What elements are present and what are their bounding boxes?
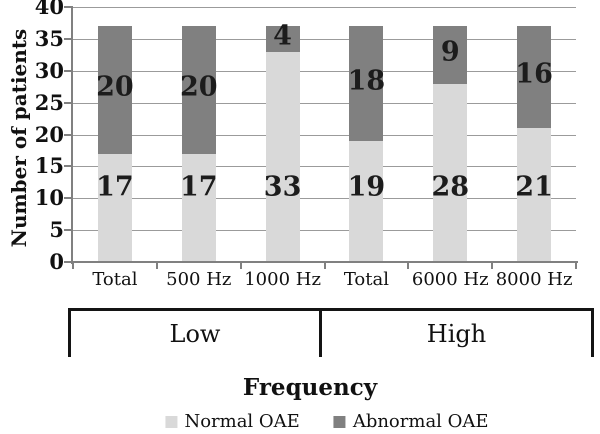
- bar-value-label-abnormal: 16: [515, 58, 553, 90]
- legend: Normal OAE Abnormal OAE: [165, 411, 489, 432]
- bar-segment-abnormal: [181, 26, 216, 154]
- gridline: [73, 134, 576, 136]
- x-axis-tick: [155, 263, 158, 269]
- y-tick-label: 5: [49, 217, 64, 243]
- category-label: 6000 Hz: [411, 269, 489, 290]
- y-tick-label: 10: [34, 185, 64, 211]
- bar-segment-abnormal: [265, 26, 300, 52]
- bar-value-label-normal: 33: [263, 171, 302, 203]
- y-tick-label: 40: [34, 0, 64, 19]
- gridline: [73, 70, 576, 72]
- y-tick-label: 25: [34, 89, 64, 115]
- legend-label: Abnormal OAE: [352, 411, 489, 432]
- bracket-high: High: [322, 308, 594, 357]
- category-label: 500 Hz: [166, 269, 232, 290]
- category-label: 1000 Hz: [244, 269, 321, 290]
- bar-value-label-normal: 19: [347, 171, 386, 203]
- gridline: [73, 7, 576, 8]
- y-axis-tick: [64, 6, 71, 8]
- bracket-low: Low: [68, 308, 322, 357]
- bar-segment-normal: [181, 153, 216, 262]
- y-axis-tick: [64, 197, 71, 200]
- bar-value-label-normal: 21: [515, 171, 553, 203]
- category-label: Total: [343, 269, 389, 290]
- y-axis-line: [71, 6, 73, 264]
- bracket-high-label: High: [426, 320, 487, 348]
- bracket-low-label: Low: [169, 320, 221, 348]
- plot-area: 17 20 17 20 33 4 19 18 28 9 21 16: [64, 6, 578, 269]
- y-tick-label: 0: [49, 249, 64, 274]
- bar-value-label-normal: 28: [431, 171, 470, 203]
- x-axis-tick: [72, 263, 74, 269]
- y-tick-label: 20: [34, 121, 64, 147]
- x-axis-tick: [491, 263, 494, 269]
- y-tick-label: 15: [34, 153, 64, 179]
- bar-segment-normal: [97, 153, 132, 262]
- y-axis-tick: [64, 165, 71, 168]
- bar-segment-abnormal: [97, 26, 132, 154]
- category-label: Total: [92, 269, 138, 290]
- x-axis-tick: [407, 263, 410, 269]
- bar-segment-normal: [433, 83, 468, 262]
- y-axis-tick: [64, 37, 71, 40]
- y-axis-tick: [64, 101, 71, 104]
- legend-swatch-icon: [165, 416, 178, 428]
- y-tick-label: 35: [34, 25, 64, 51]
- gridline: [73, 198, 576, 200]
- bar-value-label-normal: 17: [179, 171, 218, 203]
- gridline: [73, 102, 576, 104]
- gridline: [73, 38, 576, 40]
- bar-segment-normal: [349, 140, 384, 262]
- legend-item-abnormal-oae: Abnormal OAE: [333, 411, 489, 432]
- x-axis-tick: [239, 263, 242, 269]
- y-axis-tick: [64, 69, 71, 72]
- bar-value-label-abnormal: 20: [96, 71, 134, 103]
- bar-value-label-abnormal: 18: [347, 65, 386, 96]
- x-axis-tick: [323, 263, 326, 269]
- y-axis-tick: [64, 133, 71, 136]
- bar-segment-abnormal: [349, 26, 384, 141]
- legend-swatch-icon: [333, 416, 346, 428]
- x-axis-line: [71, 261, 578, 263]
- y-tick-label: 30: [34, 57, 64, 83]
- bar-value-label-normal: 17: [96, 171, 134, 203]
- bar-segment-abnormal: [433, 26, 468, 84]
- bar-segment-abnormal: [517, 26, 552, 129]
- bar-value-label-abnormal: 9: [440, 36, 460, 68]
- gridline: [73, 166, 576, 168]
- x-axis-tick: [575, 263, 577, 269]
- x-axis-title: Frequency: [242, 374, 378, 401]
- y-axis-tick: [64, 229, 71, 232]
- bar-segment-normal: [265, 51, 300, 262]
- gridline: [73, 230, 576, 232]
- legend-label: Normal OAE: [184, 411, 300, 432]
- legend-item-normal-oae: Normal OAE: [165, 411, 300, 432]
- y-axis-tick: [64, 261, 71, 263]
- category-label: 8000 Hz: [495, 269, 573, 290]
- bar-segment-normal: [517, 128, 552, 262]
- bar-value-label-abnormal: 20: [179, 71, 218, 103]
- bar-value-label-abnormal: 4: [273, 20, 292, 52]
